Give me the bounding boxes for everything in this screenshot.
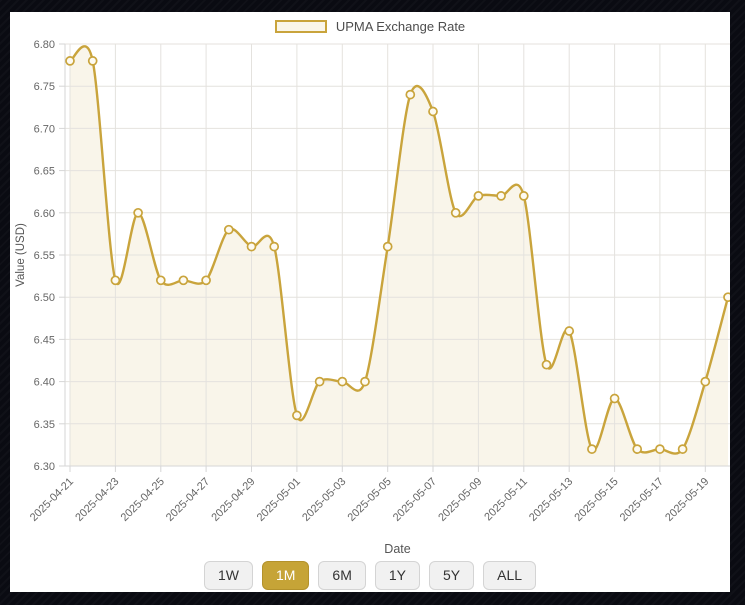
data-point (700, 376, 711, 387)
data-point (587, 444, 597, 454)
range-button-6m[interactable]: 6M (318, 561, 366, 590)
data-point (518, 191, 529, 201)
x-tick-label: 2025-05-19 (663, 476, 711, 524)
x-tick-label: 2025-05-15 (572, 476, 620, 524)
x-tick-label: 2025-04-21 (28, 476, 76, 524)
data-point (110, 275, 121, 286)
y-tick-label: 6.35 (34, 419, 55, 431)
chart-legend[interactable]: UPMA Exchange Rate (10, 19, 730, 34)
range-button-5y[interactable]: 5Y (428, 561, 475, 590)
range-button-1w[interactable]: 1W (203, 561, 253, 590)
data-point (87, 56, 98, 66)
x-tick-label: 2025-05-03 (300, 476, 348, 524)
y-tick-label: 6.80 (34, 39, 55, 51)
x-tick-label: 2025-04-25 (119, 476, 167, 524)
data-point (450, 207, 461, 218)
x-tick-label: 2025-05-17 (618, 476, 666, 524)
data-point (269, 241, 280, 252)
data-points[interactable] (65, 56, 733, 454)
data-point (473, 191, 484, 201)
data-point (428, 106, 438, 117)
x-tick-label: 2025-05-07 (391, 476, 439, 524)
data-point (246, 241, 257, 252)
y-tick-label: 6.55 (34, 250, 55, 262)
y-tick-label: 6.50 (34, 292, 55, 304)
range-button-1m[interactable]: 1M (261, 561, 310, 590)
data-point (723, 292, 733, 303)
y-tick-label: 6.40 (34, 377, 55, 389)
legend-swatch-icon (274, 20, 327, 33)
chart-panel: UPMA Exchange Rate 6.80 6.75 6.70 6.65 6.60 6… (10, 12, 733, 592)
data-point (496, 191, 506, 201)
x-tick-label: 2025-04-27 (164, 476, 212, 524)
x-tick-label: 2025-04-29 (209, 476, 257, 524)
data-point (609, 393, 620, 404)
data-point (655, 444, 665, 454)
data-point (360, 376, 370, 387)
data-point (133, 207, 143, 218)
x-tick-label: 2025-05-05 (346, 476, 394, 524)
series-line[interactable] (68, 45, 730, 455)
data-point (155, 275, 166, 286)
y-tick-label: 6.65 (34, 166, 55, 178)
x-tick-label: 2025-05-11 (482, 476, 530, 524)
area-fill (70, 46, 728, 467)
x-axis-title: Date (384, 542, 410, 556)
range-buttons: 1W 1M 6M 1Y 5Y ALL (10, 561, 730, 592)
data-point (564, 326, 575, 336)
range-button-1y[interactable]: 1Y (374, 561, 420, 590)
y-tick-label: 6.45 (34, 334, 55, 346)
x-tick-label: 2025-04-23 (73, 476, 121, 524)
y-tick-label: 6.75 (34, 81, 55, 93)
legend-label: UPMA Exchange Rate (335, 19, 466, 34)
x-tick-label: 2025-05-13 (527, 476, 575, 524)
x-tick-label: 2025-05-01 (255, 476, 303, 524)
y-tick-label: 6.60 (34, 208, 55, 220)
data-point (201, 275, 211, 286)
data-point (178, 275, 189, 286)
data-point (541, 359, 552, 370)
data-point (292, 410, 302, 421)
x-tick-label: 2025-05-09 (436, 476, 484, 524)
y-tick-label: 6.70 (34, 123, 55, 135)
range-button-all[interactable]: ALL (483, 561, 537, 590)
y-axis-title: Value (USD) (15, 223, 27, 287)
y-tick-label: 6.30 (34, 461, 55, 473)
data-point (677, 444, 688, 454)
chart-canvas[interactable]: 6.80 6.75 6.70 6.65 6.60 6.55 6.50 6.45 6.40 6.35… (10, 12, 733, 560)
data-point (65, 56, 75, 66)
line-chart[interactable]: 6.80 6.75 6.70 6.65 6.60 6.55 6.50 6.45 6.40 6.35… (10, 12, 733, 560)
data-point (314, 376, 325, 387)
data-point (382, 241, 393, 252)
data-point (223, 224, 234, 235)
data-point (337, 376, 348, 387)
data-point (632, 444, 643, 454)
data-point (405, 89, 416, 100)
